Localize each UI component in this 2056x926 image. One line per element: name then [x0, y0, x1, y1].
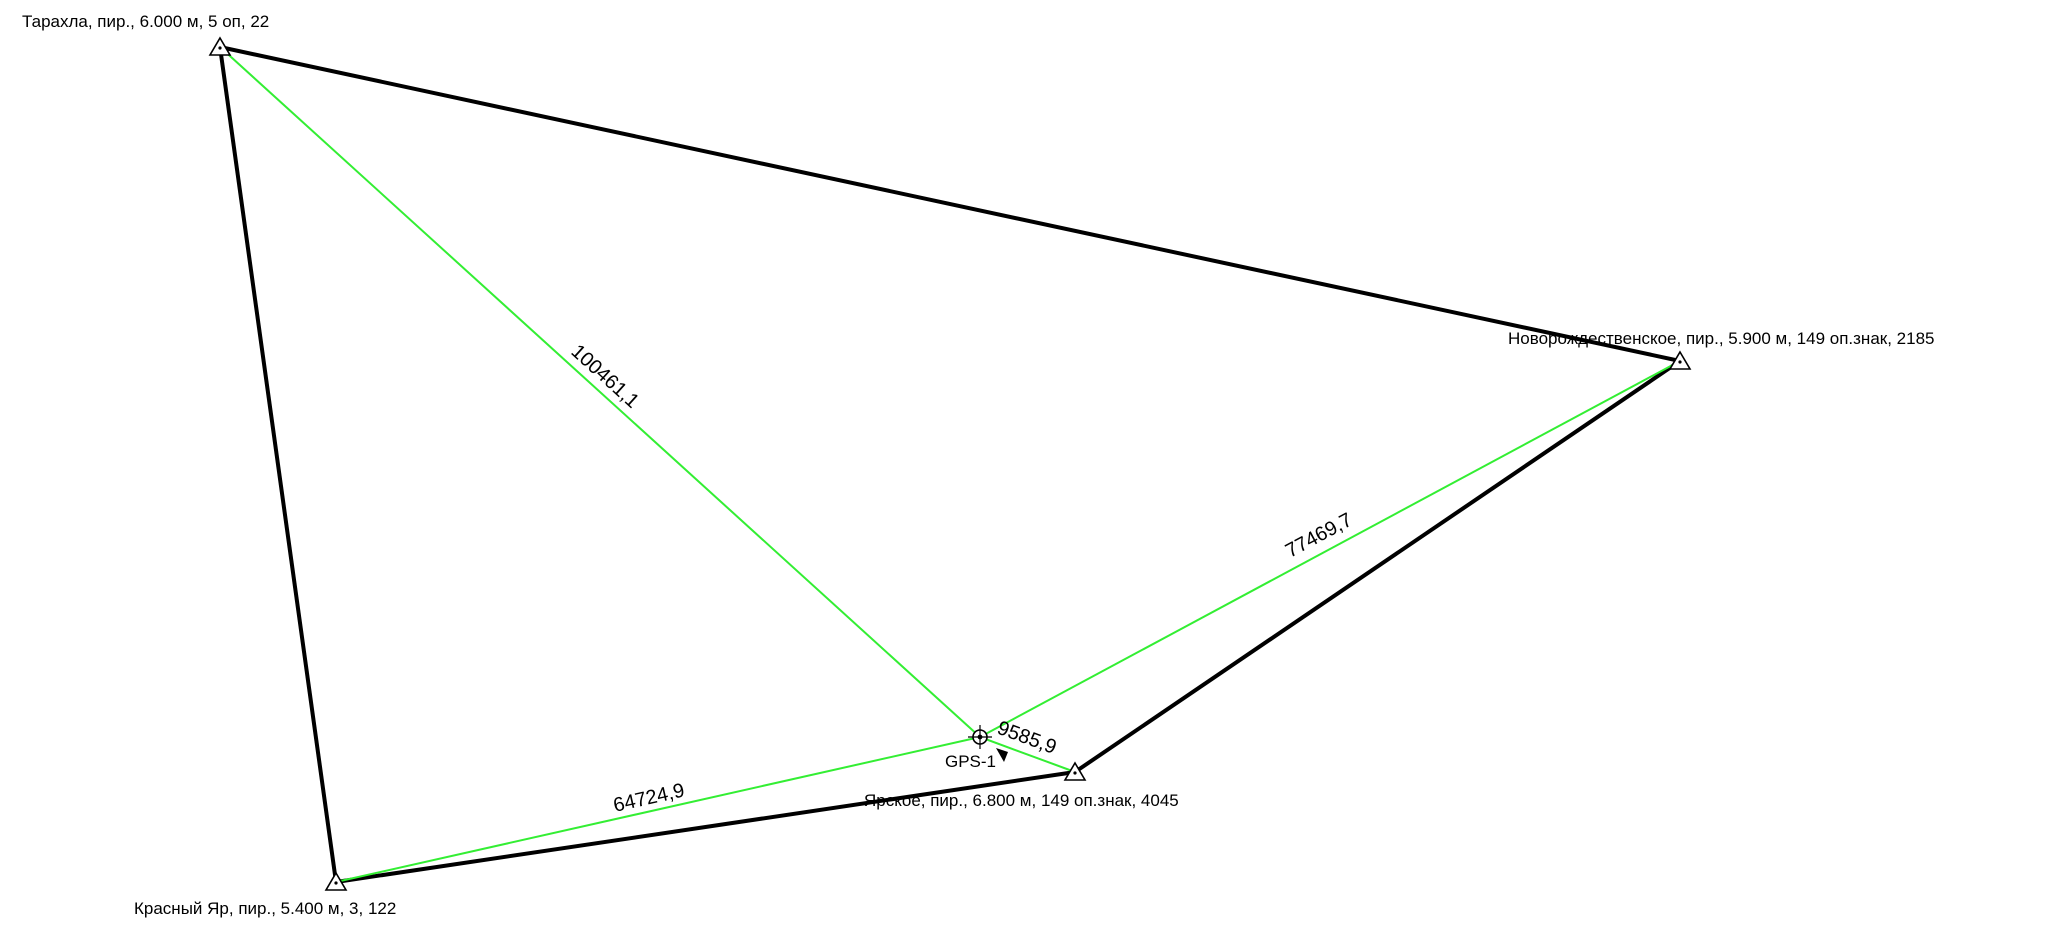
obs-line-yarskoe-gps [979, 736, 1076, 773]
station-markers [208, 36, 1692, 891]
station-marker-yarskoe [1063, 761, 1087, 781]
station-marker-krasny-yar [324, 871, 348, 891]
station-label-novorozhd: Новорождественское, пир., 5.900 м, 149 о… [1508, 329, 1934, 348]
line-yarskoe-krasny-yar [335, 770, 1076, 884]
distance-label-tarakhla-gps: 100461,1 [567, 340, 644, 412]
obs-line-novorozhd-gps [979, 360, 1681, 738]
line-tarakhla-novorozhd [219, 45, 1681, 363]
obs-line-tarakhla-gps [219, 46, 981, 738]
station-marker-tarakhla [208, 36, 232, 56]
station-label-krasny-yar: Красный Яр, пир., 5.400 м, 3, 122 [134, 899, 396, 918]
observation-lines [219, 46, 1681, 883]
gps-direction-icon [996, 748, 1008, 762]
station-label-tarakhla: Тарахла, пир., 6.000 м, 5 оп, 22 [22, 12, 269, 31]
gps-point-marker [968, 725, 1008, 762]
distance-labels: 100461,1 77469,7 9585,9 64724,9 [567, 340, 1356, 816]
line-krasny-yar-tarakhla [218, 46, 338, 883]
gps-point-label: GPS-1 [945, 752, 996, 771]
station-labels: Тарахла, пир., 6.000 м, 5 оп, 22 Новорож… [22, 12, 1934, 918]
network-lines [218, 45, 1682, 884]
station-marker-novorozhd [1668, 350, 1692, 370]
obs-line-krasny-yar-gps [335, 736, 981, 883]
station-label-yarskoe: Ярское, пир., 6.800 м, 149 оп.знак, 4045 [864, 791, 1179, 810]
line-novorozhd-yarskoe [1073, 359, 1682, 774]
